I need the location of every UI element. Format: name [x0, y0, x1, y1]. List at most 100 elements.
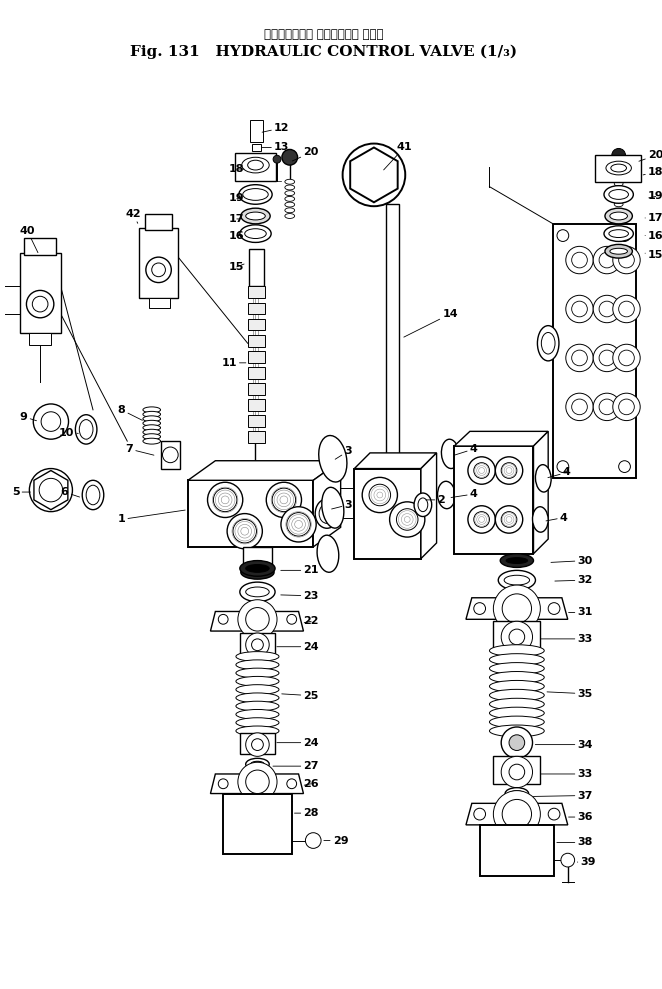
Text: 4: 4 [451, 489, 478, 499]
Circle shape [501, 511, 517, 527]
Circle shape [613, 296, 640, 322]
Ellipse shape [143, 411, 161, 417]
Ellipse shape [438, 482, 455, 508]
Text: 27: 27 [273, 762, 319, 771]
Circle shape [619, 399, 634, 414]
Circle shape [501, 621, 532, 653]
Ellipse shape [605, 244, 632, 258]
Ellipse shape [239, 185, 272, 205]
Ellipse shape [614, 188, 623, 193]
Bar [248, 303, 265, 315]
Text: 36: 36 [569, 812, 593, 822]
Text: 14: 14 [404, 309, 458, 337]
Ellipse shape [236, 652, 279, 662]
Polygon shape [466, 803, 568, 825]
Ellipse shape [285, 179, 295, 184]
Bar [20, 253, 61, 333]
Text: 41: 41 [384, 142, 412, 170]
Text: 33: 33 [541, 769, 592, 779]
Circle shape [227, 513, 262, 549]
Ellipse shape [75, 414, 97, 444]
Circle shape [572, 302, 587, 316]
Text: 4: 4 [548, 468, 571, 478]
Ellipse shape [322, 488, 344, 528]
Circle shape [272, 489, 296, 511]
Ellipse shape [143, 438, 161, 444]
Circle shape [233, 519, 256, 543]
Ellipse shape [236, 701, 279, 711]
Ellipse shape [241, 208, 270, 224]
Ellipse shape [82, 481, 104, 509]
Ellipse shape [606, 161, 632, 175]
Text: 4: 4 [546, 512, 568, 522]
Polygon shape [188, 461, 341, 481]
Ellipse shape [605, 208, 632, 224]
Circle shape [599, 399, 615, 414]
Bar [386, 205, 399, 459]
Bar [248, 351, 265, 363]
Text: 4: 4 [455, 444, 478, 455]
Ellipse shape [489, 654, 544, 666]
Ellipse shape [542, 332, 555, 354]
Bar [249, 249, 264, 287]
Text: 19: 19 [648, 192, 662, 202]
Bar [223, 793, 292, 854]
Text: 30: 30 [551, 556, 592, 566]
Ellipse shape [614, 202, 623, 207]
Circle shape [218, 614, 228, 624]
Bar [248, 415, 265, 427]
Ellipse shape [504, 576, 530, 585]
Polygon shape [595, 155, 641, 182]
Text: 19: 19 [229, 194, 245, 204]
Circle shape [566, 296, 593, 322]
Circle shape [287, 779, 297, 788]
Polygon shape [211, 774, 303, 793]
Text: 24: 24 [277, 738, 319, 748]
Ellipse shape [242, 567, 273, 579]
Text: 33: 33 [541, 634, 592, 644]
Circle shape [41, 411, 61, 431]
Ellipse shape [243, 189, 268, 201]
Circle shape [305, 833, 321, 849]
Ellipse shape [285, 185, 295, 190]
Text: 8: 8 [117, 405, 142, 420]
Ellipse shape [414, 494, 432, 516]
Ellipse shape [536, 465, 551, 493]
Text: 5: 5 [12, 487, 30, 497]
Polygon shape [34, 471, 68, 509]
Circle shape [37, 477, 65, 503]
Ellipse shape [285, 208, 295, 213]
Text: 7: 7 [125, 444, 154, 455]
Text: 16: 16 [645, 230, 662, 240]
Ellipse shape [614, 174, 623, 179]
Polygon shape [350, 147, 398, 203]
Polygon shape [211, 611, 303, 631]
Polygon shape [421, 453, 436, 559]
Circle shape [266, 483, 301, 517]
Text: 22: 22 [303, 616, 319, 626]
Circle shape [390, 501, 425, 537]
Bar [248, 335, 265, 346]
Text: 15: 15 [229, 262, 244, 272]
Ellipse shape [236, 718, 279, 728]
Circle shape [566, 394, 593, 420]
Circle shape [146, 257, 171, 283]
Ellipse shape [614, 195, 623, 200]
Bar [161, 441, 180, 469]
Ellipse shape [285, 202, 295, 207]
Circle shape [619, 461, 630, 473]
Ellipse shape [236, 684, 279, 694]
Circle shape [572, 350, 587, 366]
Circle shape [619, 350, 634, 366]
Ellipse shape [506, 558, 528, 564]
Circle shape [509, 735, 525, 751]
Text: 25: 25 [282, 690, 319, 700]
Circle shape [599, 302, 615, 316]
Ellipse shape [614, 209, 623, 214]
Ellipse shape [610, 212, 628, 220]
Ellipse shape [510, 790, 524, 796]
Circle shape [238, 599, 277, 639]
Bar [248, 367, 265, 379]
Circle shape [238, 763, 277, 801]
Ellipse shape [79, 419, 93, 439]
